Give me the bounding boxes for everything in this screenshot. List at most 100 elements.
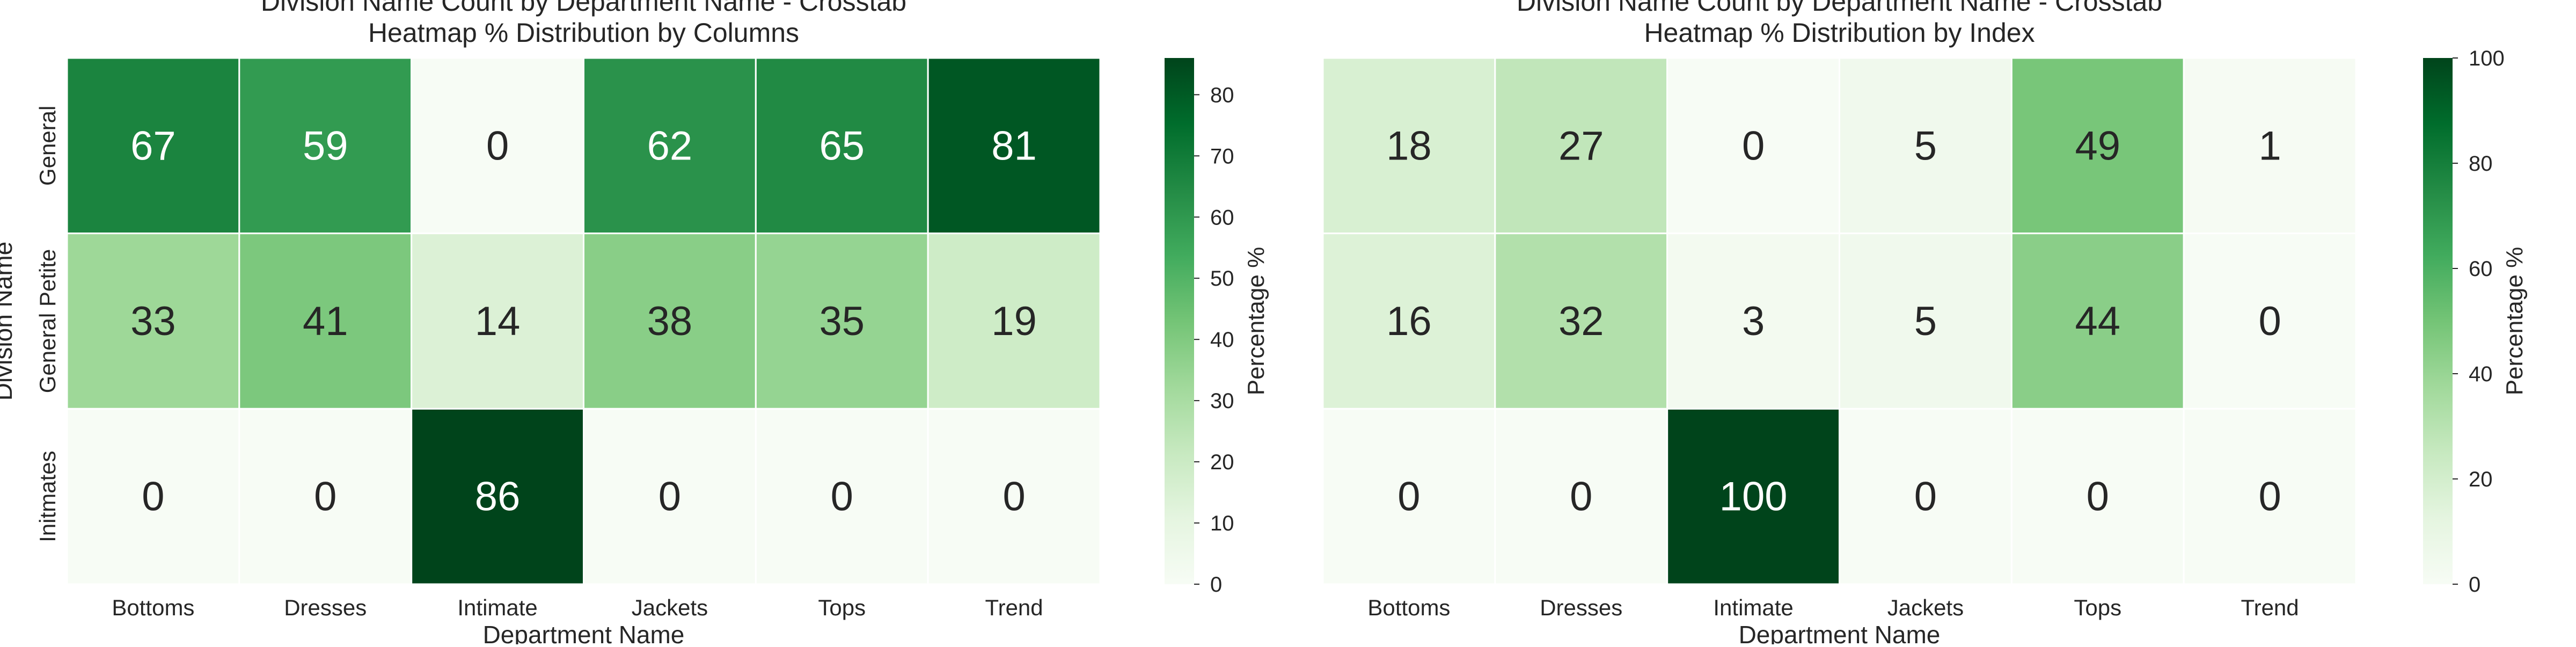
heatmap-cell-label: 41 [303, 299, 348, 344]
colorbar-tick-label: 30 [1210, 389, 1234, 413]
y-tick-label: Initmates [35, 450, 60, 542]
y-tick-label: General [35, 106, 60, 186]
heatmap-cell [755, 408, 929, 585]
heatmap-cell-label: 0 [142, 474, 164, 520]
heatmap-cell-label: 0 [2258, 299, 2281, 344]
heatmap-cell [1494, 232, 1668, 410]
heatmap-cell-label: 19 [991, 299, 1037, 344]
heatmap-cell [411, 57, 585, 235]
heatmap-cell [1839, 57, 2012, 235]
heatmap-cell [238, 57, 413, 235]
heatmap-cell-label: 81 [991, 123, 1037, 169]
heatmap-cell-label: 62 [647, 123, 693, 169]
heatmap-cell-label: 44 [2075, 299, 2120, 344]
heatmap-cell-label: 14 [475, 299, 521, 344]
x-tick-label: Bottoms [112, 595, 194, 620]
heatmap-cell-label: 67 [130, 123, 176, 169]
x-axis-label-1: Department Name [483, 621, 685, 644]
colorbar-tick-label: 100 [2469, 47, 2505, 70]
heatmap-cell [1322, 232, 1496, 410]
heatmap-cell [238, 408, 413, 585]
heatmap-cell [1322, 57, 1496, 235]
heatmap-cell [583, 408, 757, 585]
heatmap-cell-label: 0 [2258, 474, 2281, 520]
x-tick-label: Bottoms [1367, 595, 1450, 620]
colorbar-tick-label: 80 [2469, 152, 2493, 176]
heatmap-cell [2010, 408, 2185, 585]
heatmap-cell-label: 0 [1570, 474, 1592, 520]
x-tick-label: Trend [985, 595, 1043, 620]
heatmap-cell [1839, 408, 2012, 585]
colorbar-tick-label: 60 [2469, 257, 2493, 281]
chart-title-1: Division Name Count by Department Name -… [261, 0, 906, 17]
heatmap-cell [927, 232, 1101, 410]
colorbar-label-1: Percentage % [1243, 247, 1269, 395]
heatmap-cell [2010, 57, 2185, 235]
heatmap-cell [66, 408, 240, 585]
heatmap-cell [2183, 232, 2357, 410]
heatmap-cell-label: 16 [1386, 299, 1432, 344]
heatmap-cell [1666, 232, 1841, 410]
x-tick-label: Intimate [1713, 595, 1793, 620]
heatmap-cell-label: 0 [1397, 474, 1420, 520]
x-tick-label: Jackets [632, 595, 708, 620]
heatmap-cell-label: 38 [647, 299, 693, 344]
heatmap-cell [1666, 57, 1841, 235]
y-tick-label: General Petite [35, 249, 60, 394]
colorbar-tick-label: 0 [2469, 573, 2480, 597]
heatmap-cell [1494, 408, 1668, 585]
heatmap-cell [1839, 232, 2012, 410]
heatmap-cell [238, 232, 413, 410]
x-tick-label: Tops [818, 595, 866, 620]
heatmap-cell [755, 57, 929, 235]
colorbar-tick-label: 70 [1210, 144, 1234, 168]
x-tick-label: Tops [2074, 595, 2121, 620]
heatmap-cell [2183, 57, 2357, 235]
colorbar-1 [1165, 58, 1194, 584]
heatmap-cell [927, 57, 1101, 235]
heatmap-cell-label: 5 [1914, 123, 1937, 169]
heatmap-cell-label: 0 [831, 474, 853, 520]
x-tick-label: Trend [2241, 595, 2299, 620]
heatmap-cell-label: 100 [1719, 474, 1788, 520]
heatmap-cell [66, 57, 240, 235]
colorbar-label-2: Percentage % [2501, 247, 2528, 395]
colorbar-tick-label: 20 [2469, 468, 2493, 491]
colorbar-tick-label: 80 [1210, 83, 1234, 107]
heatmap-cell [2183, 408, 2357, 585]
heatmap-cell [927, 408, 1101, 585]
heatmap-cell-label: 0 [1914, 474, 1937, 520]
colorbar-tick-label: 10 [1210, 512, 1234, 535]
colorbar-tick-label: 0 [1210, 573, 1222, 597]
heatmap-cell-label: 5 [1914, 299, 1937, 344]
heatmap-cell-label: 0 [2087, 474, 2109, 520]
colorbar-tick-label: 40 [1210, 328, 1234, 352]
heatmap-cell-label: 33 [130, 299, 176, 344]
heatmap-cell-label: 49 [2075, 123, 2120, 169]
heatmap-cell-label: 35 [819, 299, 865, 344]
chart-title-2: Division Name Count by Department Name -… [1517, 0, 2162, 17]
heatmap-cell-label: 86 [475, 474, 521, 520]
x-axis-label-2: Department Name [1739, 621, 1941, 644]
colorbar-tick-label: 40 [2469, 362, 2493, 386]
heatmap-cell-label: 0 [314, 474, 336, 520]
heatmap-cell-label: 18 [1386, 123, 1432, 169]
heatmap-cell-label: 65 [819, 123, 865, 169]
colorbar-2 [2423, 58, 2453, 584]
chart-subtitle-1: Heatmap % Distribution by Columns [368, 18, 799, 48]
heatmap-cell-label: 3 [1742, 299, 1765, 344]
heatmap-cell-label: 32 [1558, 299, 1604, 344]
heatmap-cell [583, 232, 757, 410]
heatmap-cell [1322, 408, 1496, 585]
heatmap-cell-label: 59 [303, 123, 348, 169]
colorbar-tick-label: 20 [1210, 450, 1234, 474]
x-tick-label: Jackets [1887, 595, 1964, 620]
x-tick-label: Dresses [1540, 595, 1622, 620]
heatmap-cell-label: 1 [2258, 123, 2281, 169]
heatmap-cell-label: 27 [1558, 123, 1604, 169]
colorbar-tick-label: 60 [1210, 206, 1234, 229]
x-tick-label: Dresses [284, 595, 367, 620]
y-axis-label: Division Name [0, 242, 17, 401]
